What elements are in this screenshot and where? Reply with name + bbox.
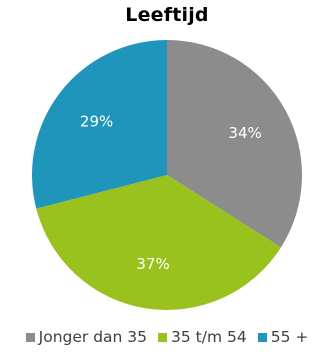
legend-label: 55 + [270, 328, 309, 346]
slice-data-label: 29% [80, 112, 113, 130]
legend-item-35-tm-54: 35 t/m 54 [158, 328, 247, 346]
legend: Jonger dan 35 35 t/m 54 55 + [0, 325, 334, 349]
legend-item-55-plus: 55 + [257, 328, 309, 346]
legend-label: 35 t/m 54 [171, 328, 247, 346]
pie-slice [36, 175, 281, 311]
pie-slice [167, 40, 303, 248]
legend-item-jonger-dan-35: Jonger dan 35 [25, 328, 148, 346]
legend-swatch [25, 332, 35, 342]
slice-data-label: 34% [228, 124, 261, 142]
chart-title: Leeftijd [125, 4, 209, 26]
legend-swatch [158, 332, 168, 342]
slice-data-label: 37% [136, 255, 169, 273]
legend-label: Jonger dan 35 [38, 328, 148, 346]
legend-swatch [257, 332, 267, 342]
pie-slice [31, 40, 167, 209]
